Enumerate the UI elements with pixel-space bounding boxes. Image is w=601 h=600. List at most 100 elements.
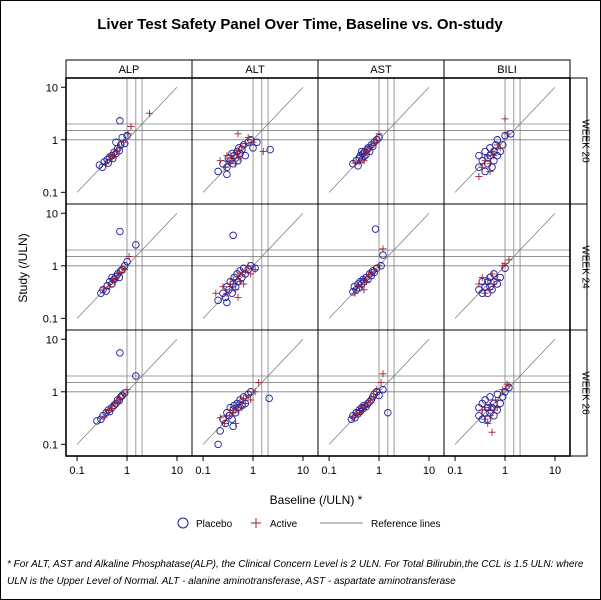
placebo-point (501, 131, 509, 140)
panel-alp-week-20 (65, 77, 193, 205)
placebo-point (496, 399, 504, 408)
active-point (478, 273, 486, 281)
active-point (108, 154, 116, 162)
placebo-point (360, 401, 368, 410)
active-point (236, 278, 244, 286)
active-point (110, 278, 118, 286)
panel-border (317, 203, 445, 331)
placebo-point (379, 251, 387, 259)
active-point (373, 137, 381, 145)
placebo-point (371, 225, 380, 233)
placebo-point (132, 372, 140, 380)
x-tick-label: 10 (423, 465, 435, 477)
active-point (102, 160, 110, 168)
panel-border (65, 77, 193, 205)
active-point (488, 270, 496, 278)
active-point (104, 407, 112, 415)
active-point (100, 284, 108, 292)
placebo-point (103, 155, 111, 164)
placebo-point (214, 296, 222, 305)
active-point (484, 419, 492, 427)
active-point (238, 142, 246, 150)
panel-ast-week-20 (317, 77, 445, 205)
active-point (145, 109, 153, 117)
active-point (362, 404, 370, 412)
active-point (223, 412, 231, 420)
active-point (216, 157, 224, 165)
active-point (481, 157, 489, 165)
reference-line-diagonal (454, 86, 556, 193)
active-point (379, 245, 387, 253)
panel-border (191, 77, 319, 205)
active-point (232, 401, 240, 409)
active-point (212, 289, 220, 297)
placebo-point (116, 349, 124, 357)
active-point (251, 388, 259, 396)
active-point (351, 159, 359, 167)
active-point (234, 147, 242, 155)
active-point (114, 399, 122, 407)
active-point (225, 158, 233, 166)
active-point (370, 266, 378, 274)
reference-line-diagonal (328, 86, 430, 193)
placebo-point (229, 231, 237, 240)
placebo-point (228, 415, 236, 424)
panel-border (65, 203, 193, 331)
placebo-point (375, 391, 383, 400)
active-point (356, 409, 364, 417)
panel-border (65, 329, 193, 457)
x-tick-label: 1 (250, 465, 256, 477)
active-point (124, 130, 132, 138)
legend-placebo-label: Placebo (196, 519, 233, 530)
x-tick-label: 1 (376, 465, 382, 477)
panel-border (443, 329, 571, 457)
active-point (492, 396, 500, 404)
active-point (108, 401, 116, 409)
active-point (475, 280, 483, 288)
active-point (219, 283, 227, 291)
active-point (360, 157, 368, 165)
active-point (259, 147, 267, 155)
placebo-point (221, 293, 230, 302)
placebo-point (498, 393, 507, 401)
legend-active-marker (251, 518, 261, 528)
panel-ast-week-26 (317, 329, 445, 457)
active-point (231, 160, 239, 168)
active-point (505, 256, 513, 264)
active-point (221, 163, 229, 171)
active-point (236, 398, 244, 406)
active-point (229, 275, 237, 283)
active-point (113, 147, 121, 155)
x-tick-label: 1 (502, 465, 508, 477)
active-point (223, 289, 231, 297)
active-point (354, 282, 362, 290)
active-point (493, 141, 501, 149)
active-point (244, 134, 252, 142)
x-tick-label: 0.1 (447, 465, 462, 477)
active-point (484, 275, 492, 283)
y-tick-label: 1 (52, 135, 58, 147)
placebo-point (93, 417, 101, 425)
legend-placebo-marker (177, 517, 189, 529)
panel-bili-week-26 (443, 329, 571, 457)
active-point (351, 289, 359, 297)
active-point (247, 396, 255, 404)
active-point (247, 270, 255, 278)
panel-alp-week-24 (65, 203, 193, 331)
strip-label-week-24: WEEK 24 (580, 245, 591, 289)
active-point (488, 428, 496, 436)
active-point (232, 419, 240, 427)
active-point (490, 152, 498, 160)
active-point (367, 269, 375, 277)
x-tick-label: 0.1 (69, 465, 84, 477)
placebo-point (116, 117, 124, 125)
placebo-point (265, 394, 273, 403)
placebo-point (355, 406, 363, 414)
x-axis-label: Baseline (/ULN) * (270, 493, 363, 507)
active-point (119, 138, 127, 146)
legend-active-label: Active (270, 519, 298, 530)
active-point (478, 163, 486, 171)
active-point (505, 382, 513, 390)
active-point (241, 399, 249, 407)
active-point (115, 143, 123, 151)
